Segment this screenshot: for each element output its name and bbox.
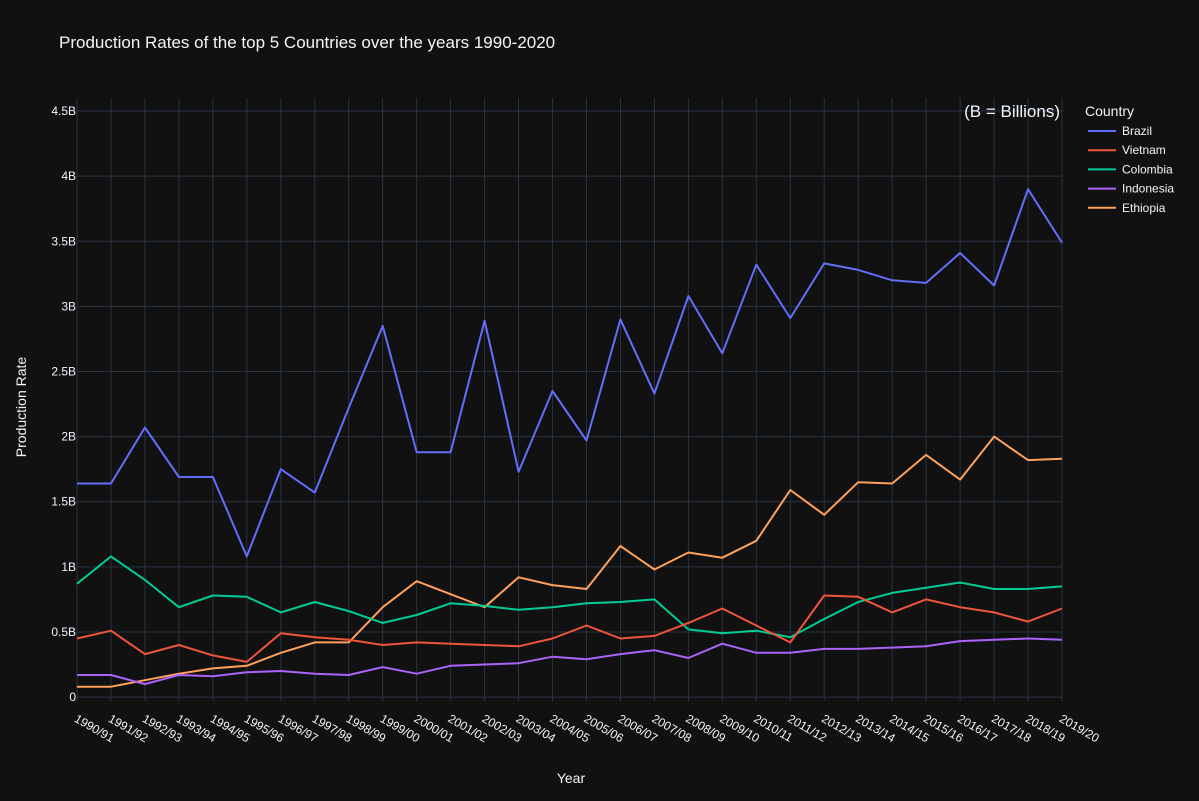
series-line-ethiopia <box>77 435 1063 688</box>
legend-label: Vietnam <box>1122 143 1166 157</box>
series-lines <box>76 188 1063 688</box>
y-tick-label: 1.5B <box>51 495 76 509</box>
series-line-brazil <box>77 188 1063 558</box>
legend-item-ethiopia[interactable]: Ethiopia <box>1088 201 1166 215</box>
y-tick-label: 3.5B <box>51 234 76 248</box>
legend-label: Indonesia <box>1122 182 1174 196</box>
legend: Country Brazil Vietnam Colombia Indonesia Et… <box>1085 103 1174 215</box>
y-tick-label: 3B <box>61 299 76 313</box>
legend-item-brazil[interactable]: Brazil <box>1088 124 1152 138</box>
legend-item-indonesia[interactable]: Indonesia <box>1088 182 1174 196</box>
series-line-vietnam <box>76 594 1063 663</box>
y-tick-label: 2.5B <box>51 364 76 378</box>
y-tick-label: 4.5B <box>51 104 76 118</box>
legend-item-colombia[interactable]: Colombia <box>1088 162 1173 176</box>
grid <box>76 98 1063 701</box>
legend-item-vietnam[interactable]: Vietnam <box>1088 143 1166 157</box>
y-tick-label: 1B <box>61 560 76 574</box>
y-tick-label: 0 <box>69 690 76 704</box>
series-line-colombia <box>76 555 1063 639</box>
legend-label: Colombia <box>1122 162 1173 176</box>
legend-label: Brazil <box>1122 124 1152 138</box>
units-annotation: (B = Billions) <box>964 102 1060 121</box>
series-line-indonesia <box>77 637 1063 686</box>
legend-title: Country <box>1085 103 1134 119</box>
x-axis-title: Year <box>557 770 586 786</box>
chart-title: Production Rates of the top 5 Countries … <box>59 33 555 52</box>
y-tick-label: 4B <box>61 169 76 183</box>
legend-label: Ethiopia <box>1122 201 1166 215</box>
y-tick-label: 2B <box>61 430 76 444</box>
y-axis-title: Production Rate <box>13 357 29 458</box>
y-tick-label: 0.5B <box>51 625 76 639</box>
